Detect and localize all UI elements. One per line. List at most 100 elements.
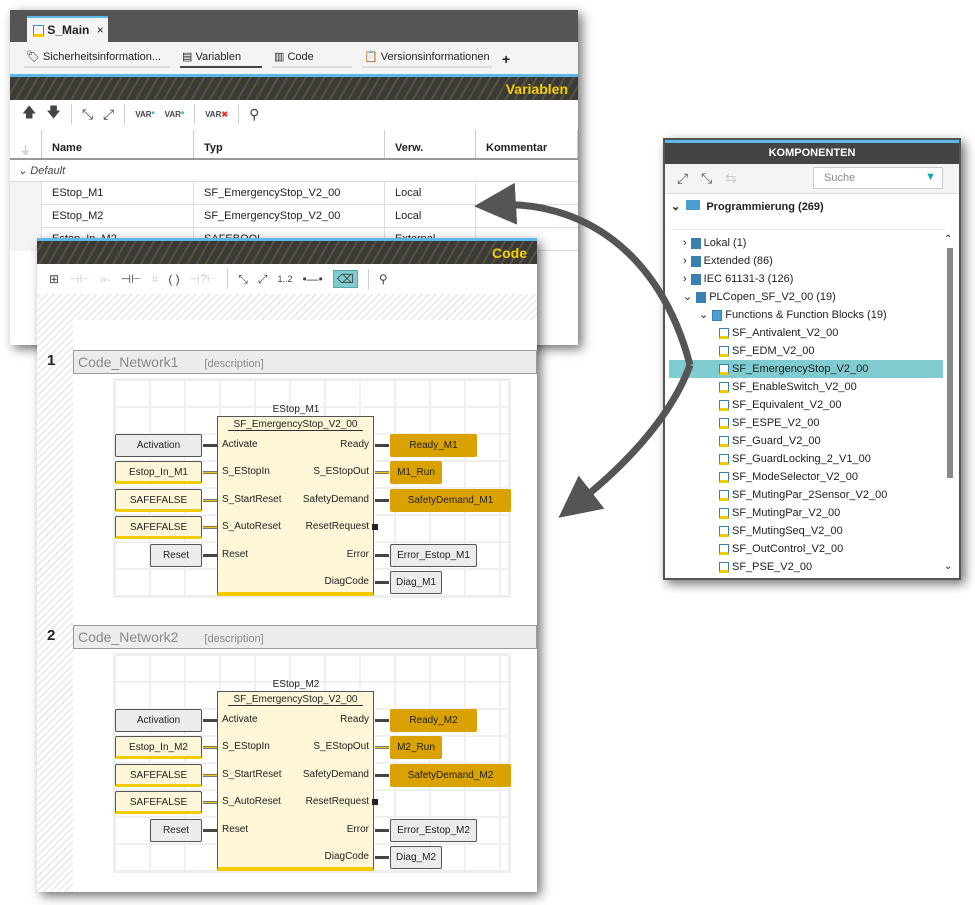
input-pin: S_AutoReset	[222, 796, 281, 808]
output-variable[interactable]: Diag_M1	[390, 571, 442, 594]
subtab-safety-info[interactable]: 🏷 Sicherheitsinformation...	[24, 50, 170, 68]
input-variable[interactable]: Activation	[115, 709, 202, 732]
column-header-type[interactable]: Typ	[194, 130, 385, 158]
move-down-icon[interactable]: 🡇	[46, 104, 61, 120]
component-tree: › Lokal (1) › Extended (86) › IEC 61131-3 (12…	[665, 234, 959, 574]
chevron-down-icon[interactable]: ⌄	[699, 309, 709, 321]
move-up-icon[interactable]: 🡅	[22, 104, 37, 120]
network-header[interactable]: Code_Network1 [description]	[73, 350, 537, 374]
column-header-usage[interactable]: Verw.	[385, 130, 476, 158]
lib-local-icon	[690, 237, 701, 249]
add-tab-button[interactable]: +	[502, 51, 511, 67]
output-variable[interactable]: Diag_M2	[390, 846, 442, 869]
fb-icon	[719, 507, 729, 519]
input-variable[interactable]: Activation	[115, 434, 202, 457]
tree-item[interactable]: SF_OutControl_V2_00	[719, 540, 843, 558]
tree-item[interactable]: ⌄ PLCopen_SF_V2_00 (19)	[683, 291, 836, 303]
add-variable-icon[interactable]: VAR*	[135, 109, 155, 119]
output-variable[interactable]: Ready_M1	[390, 434, 477, 457]
search-input[interactable]: Suche ▼	[813, 167, 943, 189]
input-variable[interactable]: Estop_In_M2	[115, 736, 202, 760]
coil-icon[interactable]: ( )	[168, 272, 180, 286]
tree-item[interactable]: › Extended (86)	[683, 255, 773, 267]
output-variable[interactable]: M1_Run	[390, 461, 442, 485]
sync-icon[interactable]: ⇆	[725, 170, 737, 186]
add-multiple-variables-icon[interactable]: VAR*	[164, 109, 185, 119]
output-variable[interactable]: SafetyDemand_M1	[390, 488, 511, 512]
tree-item[interactable]: SF_PSE_V2_00	[719, 558, 812, 576]
search-icon[interactable]: ⚲	[249, 105, 260, 122]
tree-root[interactable]: ⌄ Programmierung (269)	[671, 200, 824, 213]
subtab-code[interactable]: ▥ Code	[272, 50, 352, 68]
input-variable[interactable]: Reset	[150, 818, 202, 842]
output-variable[interactable]: Ready_M2	[390, 709, 477, 732]
chevron-right-icon[interactable]: ›	[683, 273, 687, 285]
tree-item[interactable]: SF_Antivalent_V2_00	[719, 324, 838, 342]
output-variable[interactable]: M2_Run	[390, 736, 442, 760]
tree-item[interactable]: SF_MutingSeq_V2_00	[719, 522, 843, 540]
collapse-icon[interactable]: ⤡	[238, 271, 248, 286]
input-variable[interactable]: SAFEFALSE	[115, 791, 202, 815]
delete-variable-icon[interactable]: VAR✖	[205, 109, 229, 119]
collapse-all-icon[interactable]: ⤡	[701, 170, 713, 186]
input-variable[interactable]: SAFEFALSE	[115, 763, 202, 787]
tree-item[interactable]: SF_GuardLocking_2_V1_00	[719, 450, 871, 468]
input-variable[interactable]: Reset	[150, 543, 202, 567]
tree-item[interactable]: ⌄ Functions & Function Blocks (19)	[699, 309, 887, 321]
input-pin: S_StartReset	[222, 493, 282, 505]
folder-icon	[686, 200, 701, 210]
tree-item[interactable]: SF_ModeSelector_V2_00	[719, 468, 858, 486]
function-block[interactable]: SF_EmergencyStop_V2_00	[217, 416, 374, 596]
insert-network-icon[interactable]: ⊞	[49, 272, 60, 286]
expand-all-icon[interactable]: ⤢	[677, 170, 689, 186]
tree-item[interactable]: SF_EDM_V2_00	[719, 342, 815, 360]
subtab-version-info[interactable]: 📋 Versionsinformationen	[362, 50, 492, 68]
group-row-default[interactable]: ⌄ Default	[10, 160, 578, 182]
network-header[interactable]: Code_Network2 [description]	[73, 625, 537, 649]
filter-search-icon[interactable]: ▼	[925, 171, 936, 183]
expand-all-icon[interactable]: ⤢	[103, 105, 115, 122]
table-row[interactable]: EStop_M1 SF_EmergencyStop_V2_00 Local	[10, 182, 578, 205]
tree-item[interactable]: SF_Guard_V2_00	[719, 432, 821, 450]
subtab-variables[interactable]: ▤ Variablen	[180, 50, 262, 68]
tree-item[interactable]: SF_EnableSwitch_V2_00	[719, 378, 857, 396]
tree-item[interactable]: › Lokal (1)	[683, 237, 747, 249]
search-icon[interactable]: ⚲	[378, 272, 388, 286]
expand-icon[interactable]: ⤢	[257, 271, 268, 286]
network: 1 Code_Network1 [description] EStop_M1 SF…	[37, 350, 537, 610]
chevron-right-icon[interactable]: ›	[683, 255, 687, 267]
chevron-right-icon[interactable]: ›	[683, 237, 687, 249]
chevron-down-icon[interactable]: ⌄	[683, 291, 693, 303]
fb-icon	[719, 363, 729, 375]
function-block[interactable]: SF_EmergencyStop_V2_00	[217, 691, 374, 871]
filter-icon[interactable]: ⏚	[10, 130, 42, 158]
eraser-icon[interactable]: ⌫	[332, 270, 358, 288]
scrollbar[interactable]: ⌃ ⌄	[944, 234, 953, 572]
fb-icon	[719, 327, 729, 339]
numbering-icon[interactable]: 1..2	[277, 274, 293, 284]
connect-icon[interactable]: •—•	[302, 272, 323, 286]
output-variable[interactable]: Error_Estop_M1	[390, 543, 477, 567]
input-variable[interactable]: Estop_In_M1	[115, 461, 202, 485]
tree-item[interactable]: › IEC 61131-3 (126)	[683, 273, 794, 285]
input-variable[interactable]: SAFEFALSE	[115, 516, 202, 540]
chevron-down-icon[interactable]: ⌄	[18, 165, 28, 177]
tree-item[interactable]: SF_EmergencyStop_V2_00	[669, 360, 943, 378]
input-variable[interactable]: SAFEFALSE	[115, 488, 202, 512]
tree-item[interactable]: SF_Equivalent_V2_00	[719, 396, 841, 414]
output-variable[interactable]: SafetyDemand_M2	[390, 763, 511, 787]
column-header-name[interactable]: Name	[42, 130, 194, 158]
output-variable[interactable]: Error_Estop_M2	[390, 818, 477, 842]
column-header-comment[interactable]: Kommentar	[476, 130, 578, 158]
contact-icon[interactable]: ⊣⊢	[120, 272, 142, 286]
tab-s-main[interactable]: S_Main ×	[27, 16, 108, 42]
table-row[interactable]: EStop_M2 SF_EmergencyStop_V2_00 Local	[10, 205, 578, 228]
tree-item[interactable]: SF_MutingPar_2Sensor_V2_00	[719, 486, 887, 504]
tree-item[interactable]: SF_MutingPar_V2_00	[719, 504, 840, 522]
fb-instance-name: EStop_M1	[272, 404, 320, 415]
close-icon[interactable]: ×	[96, 23, 104, 37]
tree-item[interactable]: SF_ESPE_V2_00	[719, 414, 819, 432]
chevron-down-icon[interactable]: ⌄	[671, 201, 681, 213]
fb-icon	[719, 399, 729, 411]
collapse-all-icon[interactable]: ⤡	[81, 105, 94, 122]
